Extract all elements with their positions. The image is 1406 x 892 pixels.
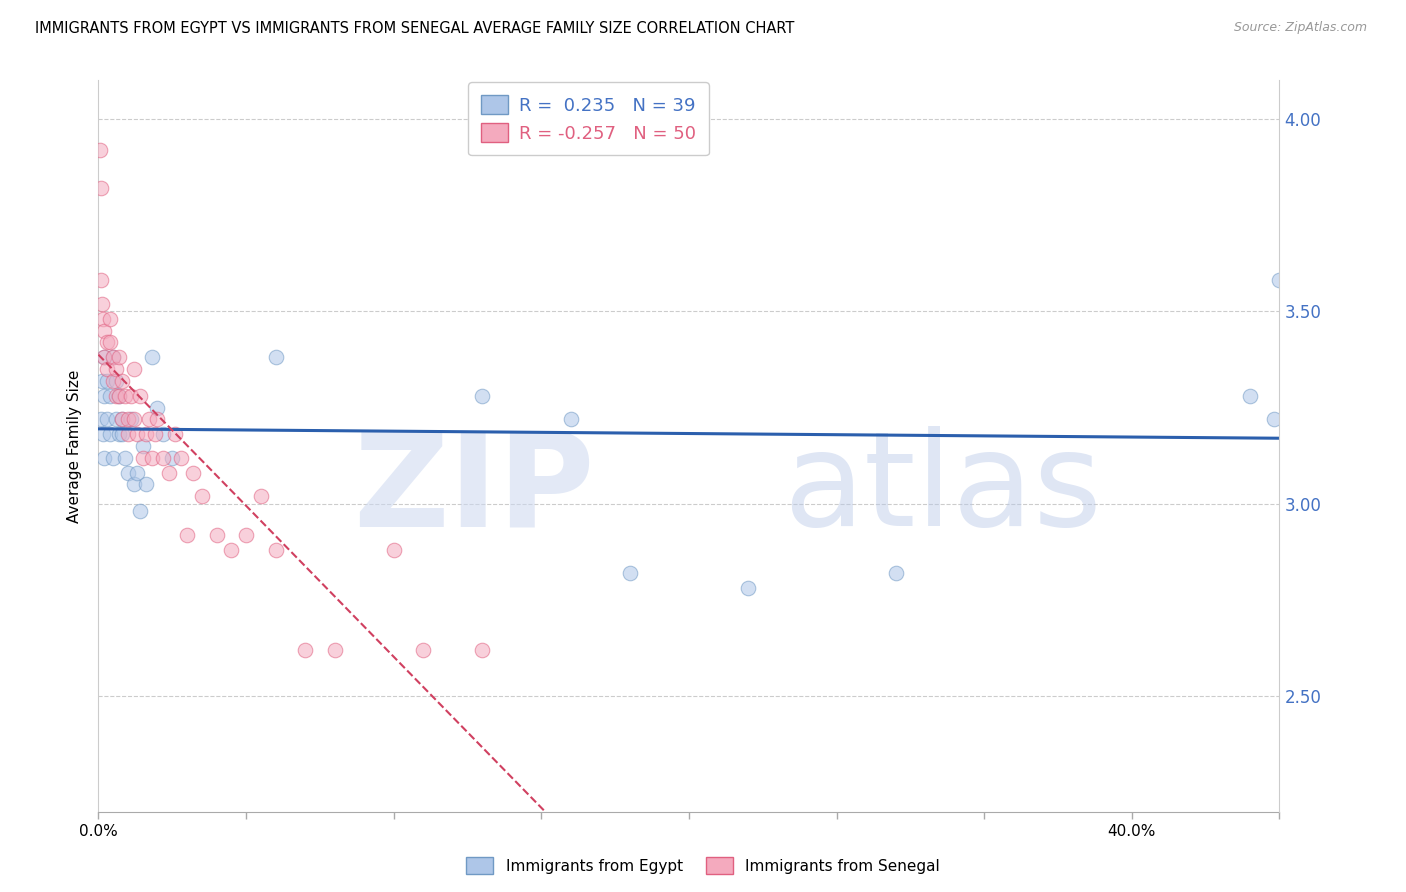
Point (108, 389, 131, 403)
Point (89, 143, 111, 157)
Point (111, 427, 134, 442)
Point (120, 389, 142, 403)
Point (90, 273, 112, 287)
Point (108, 389, 131, 403)
Point (132, 439, 155, 453)
Point (91, 296, 114, 310)
Point (117, 412, 139, 426)
Point (250, 489, 273, 503)
Point (323, 643, 346, 657)
Point (162, 450, 183, 465)
Point (157, 466, 180, 480)
Point (1268, 273, 1291, 287)
Point (98, 312, 121, 326)
Point (108, 351, 131, 365)
Text: ZIP: ZIP (353, 426, 595, 553)
Point (146, 412, 169, 426)
Point (128, 389, 150, 403)
Point (170, 450, 193, 465)
Point (122, 477, 145, 491)
Text: Source: ZipAtlas.com: Source: ZipAtlas.com (1233, 21, 1367, 35)
Point (103, 374, 125, 388)
Point (105, 389, 128, 403)
Point (264, 351, 287, 365)
Point (471, 389, 494, 403)
Point (471, 643, 494, 657)
Point (91, 312, 114, 326)
Point (737, 582, 759, 596)
Point (152, 427, 174, 442)
Y-axis label: Average Family Size: Average Family Size (67, 369, 83, 523)
Point (138, 412, 160, 426)
Point (884, 566, 907, 580)
Point (108, 427, 131, 442)
Point (412, 643, 434, 657)
Point (135, 477, 157, 491)
Point (560, 412, 582, 426)
Point (125, 466, 148, 480)
Point (122, 362, 145, 376)
Point (191, 489, 214, 503)
Point (122, 412, 145, 426)
Legend: R =  0.235   N = 39, R = -0.257   N = 50: R = 0.235 N = 39, R = -0.257 N = 50 (468, 82, 709, 155)
Point (96, 362, 118, 376)
Point (264, 543, 287, 558)
Point (96, 334, 118, 349)
Point (165, 427, 187, 442)
Point (93, 351, 115, 365)
Point (117, 427, 139, 442)
Point (93, 450, 115, 465)
Point (152, 450, 174, 465)
Point (221, 543, 243, 558)
Point (111, 412, 134, 426)
Point (103, 450, 125, 465)
Point (181, 466, 204, 480)
Point (114, 389, 136, 403)
Point (120, 412, 142, 426)
Point (205, 527, 228, 541)
Point (114, 450, 136, 465)
Point (294, 643, 316, 657)
Point (91, 427, 114, 442)
Point (141, 351, 163, 365)
Point (103, 351, 125, 365)
Point (103, 351, 125, 365)
Point (93, 389, 115, 403)
Point (143, 427, 166, 442)
Point (90, 412, 112, 426)
Point (135, 427, 157, 442)
Point (128, 504, 150, 518)
Point (1263, 412, 1285, 426)
Point (105, 412, 128, 426)
Text: IMMIGRANTS FROM EGYPT VS IMMIGRANTS FROM SENEGAL AVERAGE FAMILY SIZE CORRELATION: IMMIGRANTS FROM EGYPT VS IMMIGRANTS FROM… (35, 21, 794, 37)
Point (105, 362, 128, 376)
Point (235, 527, 257, 541)
Point (98, 334, 121, 349)
Text: atlas: atlas (783, 426, 1102, 553)
Point (98, 427, 121, 442)
Point (117, 466, 139, 480)
Point (96, 374, 118, 388)
Point (91, 374, 114, 388)
Point (619, 566, 641, 580)
Point (93, 324, 115, 338)
Point (105, 374, 128, 388)
Point (90, 181, 112, 195)
Point (146, 401, 169, 415)
Point (96, 412, 118, 426)
Point (93, 351, 115, 365)
Point (141, 450, 163, 465)
Point (1239, 389, 1261, 403)
Point (111, 412, 134, 426)
Point (382, 543, 405, 558)
Point (176, 527, 198, 541)
Point (132, 450, 155, 465)
Point (111, 374, 134, 388)
Point (98, 389, 121, 403)
Point (125, 427, 148, 442)
Legend: Immigrants from Egypt, Immigrants from Senegal: Immigrants from Egypt, Immigrants from S… (460, 851, 946, 880)
